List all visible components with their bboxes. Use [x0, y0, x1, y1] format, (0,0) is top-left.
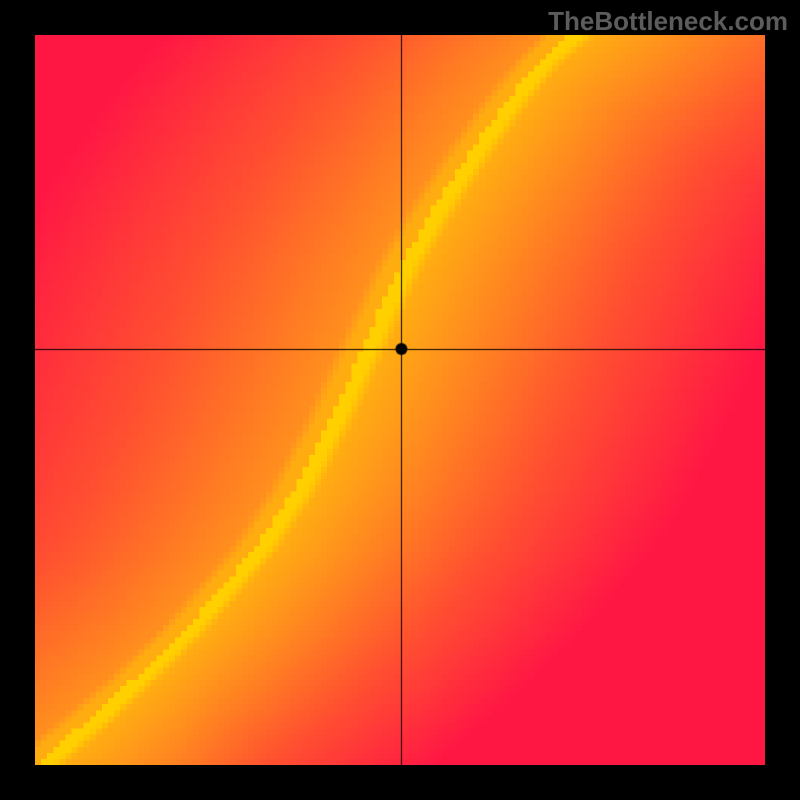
watermark-text: TheBottleneck.com: [548, 6, 788, 37]
crosshair-overlay: [35, 35, 765, 765]
